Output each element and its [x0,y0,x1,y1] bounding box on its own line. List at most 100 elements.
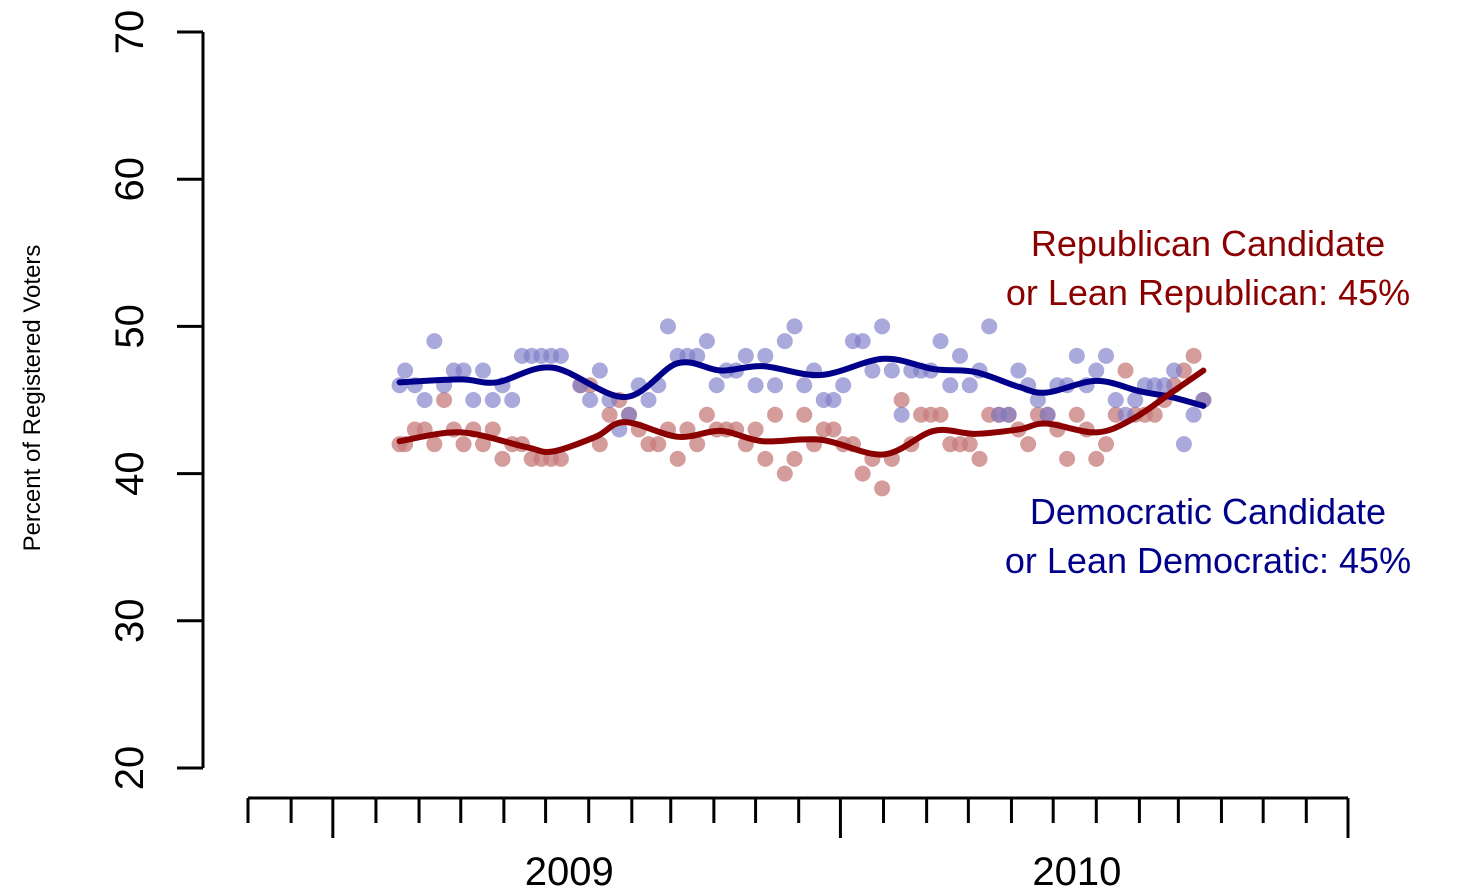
democratic-point [659,318,676,335]
republican-point [1020,436,1037,453]
republican-point [786,450,803,467]
democratic-point [465,392,482,408]
republican-point [757,450,774,467]
democratic-point [835,377,852,394]
republican-point [1117,362,1134,379]
democratic-point [1029,392,1046,408]
democratic-point [552,347,569,364]
democratic-point [504,392,521,408]
democratic-point [475,362,492,379]
republican-point [689,436,706,453]
republican-point [796,406,813,423]
democratic-point [621,406,638,423]
democratic-points [391,318,1212,453]
republican-point [426,436,443,453]
democratic-point [582,392,599,408]
x-tick-label: 2009 [525,850,614,894]
republican-point [475,436,492,453]
y-axis: 20 30 40 50 60 70 [108,10,205,791]
democratic-point [689,347,706,364]
democratic-point [786,318,803,335]
democratic-point [1098,347,1115,364]
democratic-point [426,333,443,350]
democratic-point [1088,362,1105,379]
democratic-point [708,377,725,394]
republican-point [776,465,793,482]
democratic-point [397,362,414,379]
republican-point [767,406,784,423]
y-tick-label: 40 [108,451,152,496]
democratic-point [1166,362,1183,379]
republican-point [893,392,910,408]
democratic-point [776,333,793,350]
democratic-point [640,392,657,408]
democratic-point [883,362,900,379]
republican-point [591,436,608,453]
democratic-trend-line [396,355,1207,409]
republican-point [436,392,453,408]
republican-point [1098,436,1115,453]
republican-point [1088,450,1105,467]
democratic-point [747,377,764,394]
democratic-point [591,362,608,379]
democratic-point [416,392,433,408]
democratic-point [1127,392,1144,408]
republican-point [747,421,764,438]
republican-point [698,406,715,423]
republican-point [455,436,472,453]
republican-point [874,480,891,497]
democratic-point [484,392,501,408]
democratic-point [455,362,472,379]
y-axis-label: Percent of Registered Voters [19,245,46,552]
democratic-point [942,377,959,394]
republican-point [1185,347,1202,364]
democratic-point [1156,377,1173,394]
republican-point [1059,450,1076,467]
democratic-point [698,333,715,350]
democratic-point [1010,362,1027,379]
democratic-point [1039,406,1056,423]
republican-point [484,421,501,438]
democratic-point [874,318,891,335]
democratic-annotation-line2: or Lean Democratic: 45% [1005,540,1411,581]
republican-point [552,450,569,467]
democratic-point [757,347,774,364]
republican-annotation-line1: Republican Candidate [1031,223,1385,264]
republican-point [971,450,988,467]
republican-point [494,450,511,467]
democratic-point [854,333,871,350]
democratic-point [825,392,842,408]
republican-point [854,465,871,482]
republican-point [601,406,618,423]
republican-point [1068,406,1085,423]
democratic-point [961,377,978,394]
y-tick-label: 50 [108,304,152,349]
x-axis: 2009 2010 [246,796,1350,894]
democratic-point [1185,406,1202,423]
democratic-point [1107,392,1124,408]
republican-point [650,436,667,453]
y-tick-label: 30 [108,599,152,644]
republican-trend-line [396,367,1207,458]
republican-point [961,436,978,453]
republican-point [825,421,842,438]
democratic-point [932,333,949,350]
democratic-point [767,377,784,394]
republican-point [669,450,686,467]
democratic-point [981,318,998,335]
x-tick-label: 2010 [1032,850,1121,894]
democratic-point [864,362,881,379]
democratic-annotation-line1: Democratic Candidate [1030,491,1386,532]
democratic-point [952,347,969,364]
y-tick-label: 60 [108,157,152,202]
democratic-point [796,377,813,394]
democratic-point [1000,406,1017,423]
y-tick-label: 70 [108,10,152,55]
republican-annotation-line2: or Lean Republican: 45% [1006,272,1410,313]
y-tick-label: 20 [108,746,152,791]
democratic-point [737,347,754,364]
democratic-point [1068,347,1085,364]
republican-point [932,406,949,423]
democratic-point [1175,436,1192,453]
